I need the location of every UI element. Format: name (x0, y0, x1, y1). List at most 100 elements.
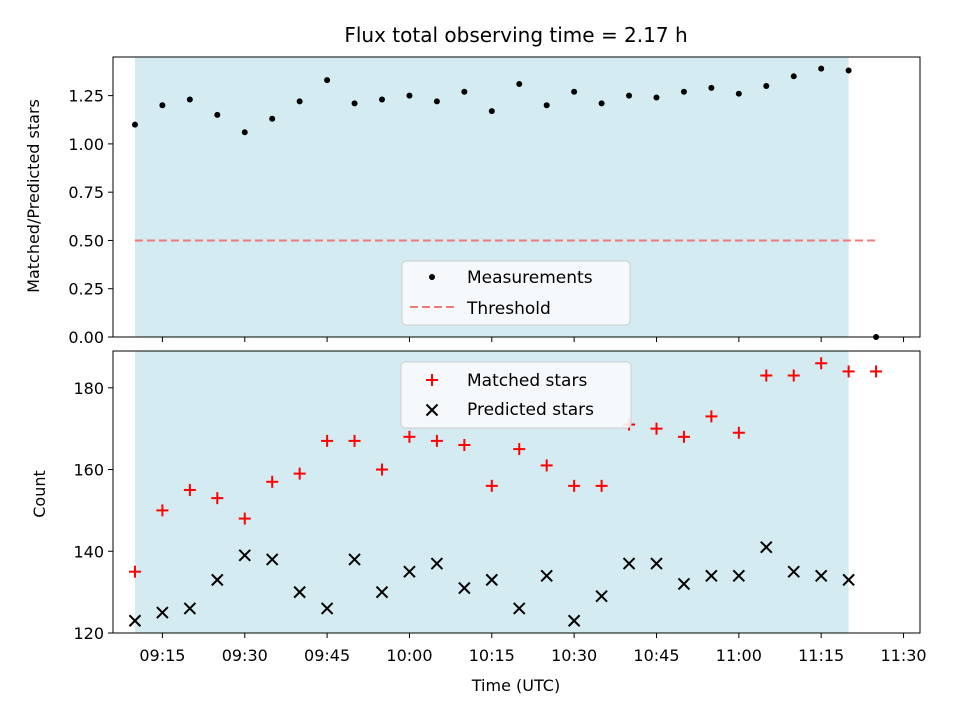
matched-star-point (376, 463, 388, 476)
bottom-legend-box (400, 361, 632, 429)
measurement-point (131, 121, 138, 128)
top-y-tick-label: 0.25 (68, 280, 104, 299)
measurement-point (845, 67, 852, 74)
x-tick-label: 10:00 (386, 646, 432, 665)
predicted-star-point (211, 573, 224, 587)
predicted-star-point (183, 602, 197, 615)
matched-star-point (650, 422, 663, 435)
predicted-star-point (238, 549, 251, 562)
matched-star-point (732, 426, 745, 439)
bottom-y-axis-label: Count (30, 470, 49, 518)
legend-marker-predicted (425, 403, 439, 417)
measurement-point (598, 100, 605, 107)
predicted-star-point (403, 565, 416, 578)
legend-label-threshold: Threshold (466, 299, 551, 319)
matched-star-point (293, 467, 306, 480)
matched-star-point (183, 483, 196, 496)
matched-star-point (787, 369, 800, 382)
top-y-axis-label: Matched/Predicted stars (24, 99, 43, 293)
measurement-point (351, 100, 358, 107)
x-tick-label: 10:30 (551, 646, 597, 665)
predicted-star-point (430, 557, 444, 570)
bottom-panel: 120 140 160 180 09:15 09:30 09:45 10:00 10:15 10:… (73, 350, 927, 665)
matched-star-point (870, 365, 883, 378)
predicted-star-point (677, 577, 691, 591)
top-y-tick-label: 0.00 (68, 328, 104, 347)
legend-label-predicted: Predicted stars (467, 400, 594, 420)
predicted-star-point (540, 569, 553, 582)
x-tick-label: 09:45 (304, 646, 350, 665)
measurement-point (763, 82, 770, 89)
matched-star-point (540, 459, 553, 472)
matched-star-point (815, 357, 828, 370)
measurement-point (708, 84, 715, 91)
x-tick-label: 09:15 (139, 646, 185, 665)
top-y-tick-label: 1.25 (68, 87, 104, 106)
matched-star-point (321, 434, 334, 447)
matched-star-point (595, 479, 608, 492)
measurement-point (186, 96, 193, 103)
measurement-point (379, 96, 385, 103)
chart-title: Flux total observing time = 2.17 h (344, 23, 687, 47)
measurement-point (461, 88, 468, 95)
legend-label-matched: Matched stars (467, 371, 587, 391)
measurement-point (543, 102, 550, 109)
matched-star-point (238, 512, 251, 525)
predicted-star-point (513, 602, 526, 615)
predicted-star-point (732, 569, 746, 582)
matched-star-point (156, 504, 169, 517)
top-axes-frame (112, 56, 921, 338)
measurement-point (818, 65, 825, 72)
measurement-point (516, 81, 523, 88)
top-panel: 0.00 0.25 0.50 0.75 1.00 1.25 Measurements Thre… (68, 56, 921, 347)
predicted-star-point (814, 569, 828, 582)
bottom-axes-frame (112, 350, 921, 634)
x-tick-label: 11:30 (880, 646, 926, 665)
predicted-star-point (348, 553, 361, 566)
bottom-legend: Matched stars Predicted stars (400, 361, 632, 429)
top-y-tick-label: 0.50 (68, 231, 104, 250)
matched-star-point (348, 434, 361, 447)
legend-marker-measurements (429, 274, 435, 280)
bottom-y-tick-label: 140 (73, 542, 104, 561)
measurement-point (159, 102, 166, 109)
matched-star-point (485, 479, 498, 492)
measurement-point (571, 88, 578, 95)
measurement-point (214, 111, 221, 118)
x-tick-label: 11:00 (716, 646, 762, 665)
measurement-point (433, 98, 440, 105)
matched-star-point (403, 430, 416, 443)
measurement-point (406, 92, 413, 99)
bottom-y-tick-label: 180 (73, 379, 104, 398)
measurement-point (488, 108, 495, 115)
predicted-star-point (458, 581, 471, 595)
predicted-star-point (128, 614, 142, 627)
x-axis-label: Time (UTC) (471, 676, 560, 695)
predicted-star-point (485, 573, 499, 587)
matched-star-point (760, 369, 773, 382)
matched-star-point (458, 439, 471, 451)
bottom-y-tick-label: 160 (73, 461, 104, 480)
matched-star-point (513, 443, 526, 456)
predicted-star-point (320, 602, 334, 615)
predicted-star-point (842, 573, 855, 587)
matched-star-point (266, 475, 279, 488)
measurement-point (735, 90, 742, 97)
top-legend-box (401, 260, 631, 326)
top-y-tick-label: 0.75 (68, 183, 104, 202)
x-tick-label: 10:45 (633, 646, 679, 665)
x-tick-label: 09:30 (222, 646, 268, 665)
matched-star-point (430, 434, 443, 447)
predicted-star-point (760, 540, 773, 554)
measurement-point (790, 73, 797, 80)
measurement-point (241, 129, 248, 136)
matched-star-point (705, 410, 718, 423)
measurement-point (626, 92, 633, 99)
legend-marker-matched (426, 374, 438, 386)
measurement-point (269, 115, 276, 122)
matched-star-point (211, 492, 224, 505)
predicted-star-point (622, 557, 636, 570)
matched-star-point (128, 565, 141, 578)
top-legend: Measurements Threshold (401, 260, 631, 326)
